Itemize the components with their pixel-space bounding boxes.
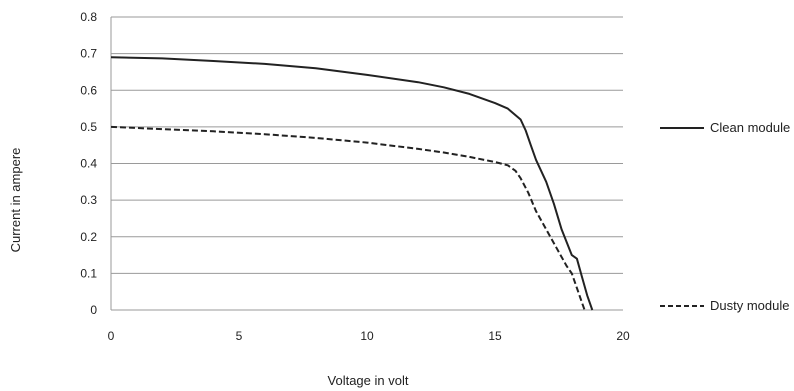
y-tick-label: 0.6	[80, 83, 97, 97]
x-axis-title: Voltage in volt	[328, 373, 409, 388]
x-tick-label: 5	[236, 329, 243, 343]
legend-label-clean-module: Clean module	[710, 120, 790, 135]
x-axis-tick-labels: 0 5 10 15 20	[108, 329, 630, 343]
x-tick-label: 15	[488, 329, 502, 343]
x-tick-label: 0	[108, 329, 115, 343]
legend-label-dusty-module: Dusty module	[710, 298, 789, 313]
y-tick-label: 0.8	[80, 10, 97, 24]
series-line-dusty-module	[110, 125, 586, 311]
y-tick-label: 0.5	[80, 120, 97, 134]
y-tick-label: 0.1	[80, 266, 97, 280]
y-tick-label: 0.3	[80, 193, 97, 207]
x-tick-label: 10	[360, 329, 374, 343]
y-axis-title: Current in ampere	[8, 148, 23, 253]
horizontal-gridlines	[110, 16, 623, 311]
series-lines	[110, 56, 594, 311]
y-tick-label: 0.2	[80, 230, 97, 244]
y-tick-label: 0	[90, 303, 97, 317]
series-line-clean-module	[110, 56, 594, 311]
x-tick-label: 20	[616, 329, 630, 343]
y-axis-tick-labels: 0 0.1 0.2 0.3 0.4 0.5 0.6 0.7 0.8	[80, 10, 97, 317]
y-tick-label: 0.7	[80, 47, 97, 61]
y-tick-label: 0.4	[80, 157, 97, 171]
legend: Clean module Dusty module	[660, 120, 790, 313]
